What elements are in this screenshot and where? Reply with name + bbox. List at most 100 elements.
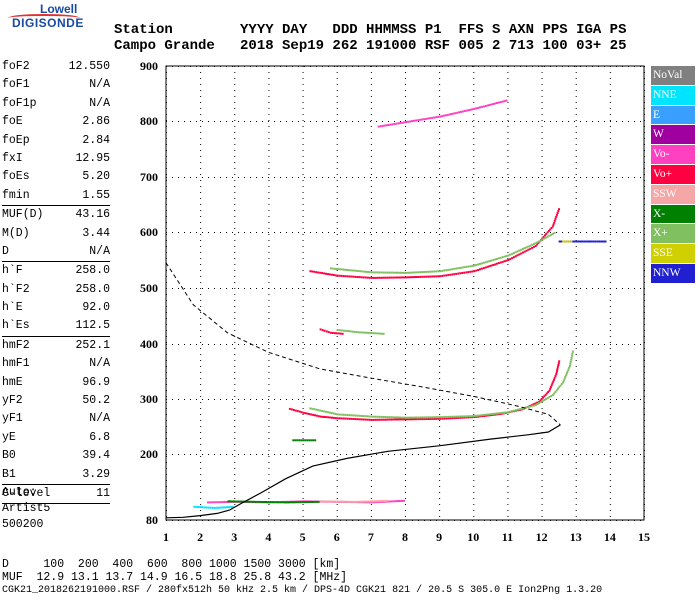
echo-point — [365, 270, 367, 273]
grid-dot — [473, 144, 475, 145]
grid-dot — [514, 121, 515, 122]
grid-dot — [382, 454, 383, 455]
grid-dot — [439, 438, 441, 439]
x-tick-label: 14 — [604, 530, 616, 544]
echo-point — [437, 416, 440, 419]
grid-dot — [418, 454, 419, 455]
grid-dot — [200, 474, 202, 475]
grid-dot — [586, 399, 587, 400]
grid-dot — [302, 276, 304, 277]
grid-dot — [439, 258, 441, 259]
grid-dot — [302, 120, 304, 121]
grid-dot — [166, 162, 167, 163]
grid-dot — [292, 454, 293, 455]
param-row: fmin 1.55 — [2, 187, 110, 207]
echo-point — [409, 418, 411, 421]
grid-dot — [200, 432, 202, 433]
grid-dot — [370, 474, 372, 475]
grid-dot — [473, 456, 475, 457]
grid-dot — [532, 288, 533, 289]
echo-point — [366, 418, 369, 421]
grid-dot — [166, 354, 167, 355]
echo-point — [501, 256, 504, 259]
echo-point — [441, 417, 444, 420]
echo-point — [439, 275, 442, 278]
grid-dot — [200, 294, 202, 295]
grid-dot — [405, 78, 406, 79]
echo-point — [345, 500, 348, 503]
echo-point — [313, 408, 316, 411]
echo-point — [298, 439, 301, 442]
grid-dot — [490, 121, 491, 122]
grid-dot — [370, 282, 372, 283]
grid-dot — [304, 121, 305, 122]
grid-dot — [316, 399, 317, 400]
grid-dot — [622, 399, 623, 400]
echo-point — [427, 416, 430, 419]
grid-dot — [502, 177, 503, 178]
grid-dot — [200, 516, 202, 517]
grid-dot — [562, 454, 563, 455]
grid-dot — [256, 232, 257, 233]
echo-point — [289, 501, 292, 504]
echo-point — [331, 267, 334, 270]
echo-point — [317, 271, 320, 274]
grid-dot — [586, 454, 587, 455]
echo-point — [516, 250, 519, 253]
param-row: foF1p N/A — [2, 95, 110, 113]
grid-dot — [302, 240, 304, 241]
grid-dot — [334, 66, 335, 67]
grid-dot — [268, 114, 270, 115]
x-tick-label: 8 — [402, 530, 408, 544]
param-row: hmF1 N/A — [2, 355, 110, 373]
echo-point — [325, 272, 327, 275]
grid-dot — [336, 204, 338, 205]
grid-dot — [302, 168, 304, 169]
grid-dot — [448, 520, 449, 521]
echo-point — [397, 418, 399, 421]
grid-dot — [268, 264, 270, 265]
echo-point — [511, 410, 514, 413]
echo-point — [496, 262, 498, 265]
grid-dot — [574, 344, 575, 345]
grid-dot — [166, 426, 167, 427]
grid-dot — [336, 444, 338, 445]
grid-dot — [336, 456, 338, 457]
grid-dot — [234, 384, 236, 385]
grid-dot — [412, 454, 413, 455]
grid-dot — [616, 344, 617, 345]
grid-dot — [507, 492, 509, 493]
grid-dot — [200, 402, 202, 403]
grid-dot — [166, 294, 167, 295]
grid-dot — [166, 174, 167, 175]
echo-point — [407, 418, 409, 421]
grid-dot — [541, 66, 543, 67]
grid-dot — [439, 414, 441, 415]
echo-point — [503, 260, 506, 263]
grid-dot — [405, 66, 406, 67]
x-tick-label: 2 — [197, 530, 203, 544]
grid-dot — [592, 454, 593, 455]
echo-point — [473, 107, 476, 110]
grid-dot — [184, 344, 185, 345]
echo-point — [425, 270, 428, 273]
grid-dot — [238, 399, 239, 400]
echo-point — [353, 330, 356, 333]
grid-dot — [370, 342, 372, 343]
grid-dot — [208, 232, 209, 233]
echo-point — [374, 276, 377, 279]
param-value: 12.95 — [75, 151, 110, 165]
grid-dot — [214, 399, 215, 400]
grid-dot — [490, 454, 491, 455]
echo-point — [308, 439, 311, 442]
grid-dot — [439, 114, 441, 115]
grid-dot — [244, 66, 245, 67]
grid-dot — [304, 288, 305, 289]
grid-dot — [604, 520, 605, 521]
echo-point — [260, 501, 263, 503]
echo-point — [382, 276, 385, 279]
echo-point — [477, 263, 480, 266]
grid-dot — [370, 258, 372, 259]
grid-dot — [244, 121, 245, 122]
grid-dot — [336, 156, 338, 157]
